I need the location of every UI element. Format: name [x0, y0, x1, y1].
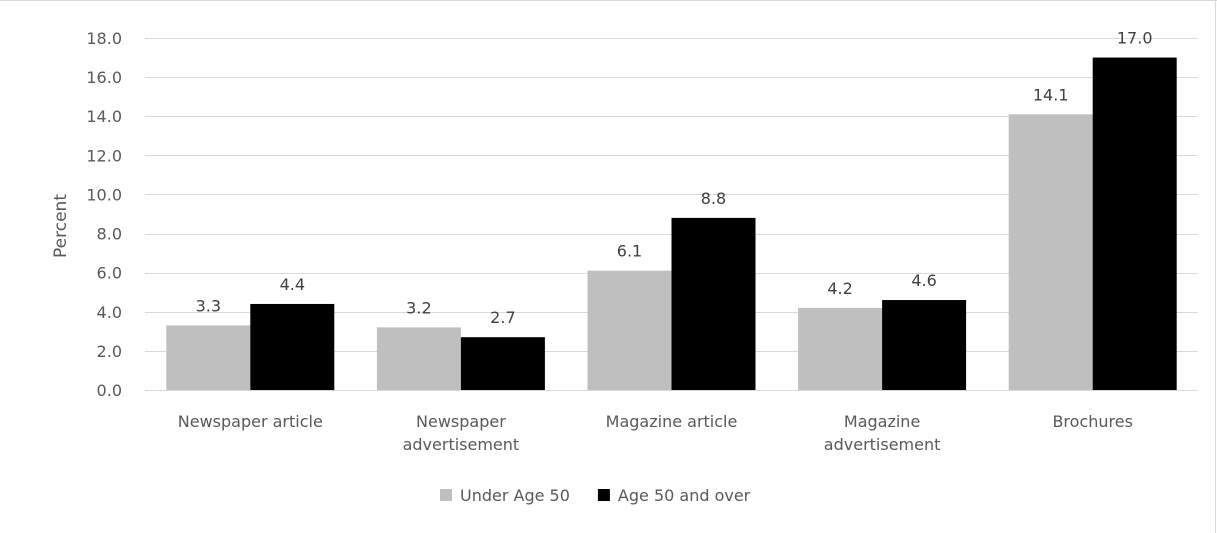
- x-axis: Newspaper article Newspaper advertisement M…: [178, 412, 1133, 454]
- data-label: 3.3: [196, 296, 221, 315]
- y-axis-label: Percent: [51, 194, 71, 258]
- legend-swatch: [597, 489, 610, 501]
- y-tick-label: 8.0: [97, 225, 122, 244]
- legend-label: Under Age 50: [460, 486, 570, 505]
- data-label: 4.2: [827, 279, 852, 298]
- y-tick-label: 4.0: [97, 303, 122, 322]
- y-axis: Percent 0.0 2.0 4.0 6.0 8.0 10.0 12.0 14.0 16.0 1…: [51, 29, 122, 400]
- y-tick-label: 6.0: [97, 264, 122, 283]
- bar-50-and-over: [671, 217, 756, 390]
- data-label: 14.1: [1033, 85, 1069, 104]
- bar-under-50: [376, 327, 461, 390]
- x-tick-label: Newspaper advertisement: [403, 412, 520, 454]
- data-label: 17.0: [1117, 29, 1153, 48]
- bar-50-and-over: [250, 303, 335, 390]
- bar-under-50: [798, 307, 883, 390]
- bar-50-and-over: [460, 337, 545, 390]
- data-label: 4.6: [911, 271, 936, 290]
- bar-under-50: [166, 325, 251, 390]
- legend: Under Age 50 Age 50 and over: [440, 486, 751, 505]
- y-tick-label: 18.0: [86, 29, 122, 48]
- y-tick-label: 16.0: [86, 68, 122, 87]
- x-tick-label: Brochures: [1052, 412, 1132, 431]
- data-label: 4.4: [280, 275, 305, 294]
- y-tick-label: 14.0: [86, 107, 122, 126]
- bar-under-50: [587, 270, 672, 390]
- bars: [166, 57, 1177, 391]
- data-label: 3.2: [406, 298, 431, 317]
- data-labels: 3.3 4.4 3.2 2.7 6.1 8.8 4.2 4.6 14.1 17.0: [196, 29, 1153, 328]
- data-label: 8.8: [701, 189, 726, 208]
- bar-under-50: [1008, 114, 1093, 391]
- data-label: 2.7: [490, 308, 515, 327]
- legend-label: Age 50 and over: [618, 486, 751, 505]
- y-tick-label: 2.0: [97, 342, 122, 361]
- data-label: 6.1: [617, 242, 642, 261]
- y-tick-label: 10.0: [86, 185, 122, 204]
- x-tick-label: Magazine advertisement: [824, 412, 941, 454]
- y-tick-label: 0.0: [97, 381, 122, 400]
- bar-50-and-over: [1092, 57, 1177, 391]
- x-tick-label: Newspaper article: [178, 412, 323, 431]
- bar-50-and-over: [882, 300, 967, 390]
- legend-swatch: [440, 489, 452, 501]
- x-tick-label: Magazine article: [606, 412, 738, 431]
- y-tick-label: 12.0: [86, 146, 122, 165]
